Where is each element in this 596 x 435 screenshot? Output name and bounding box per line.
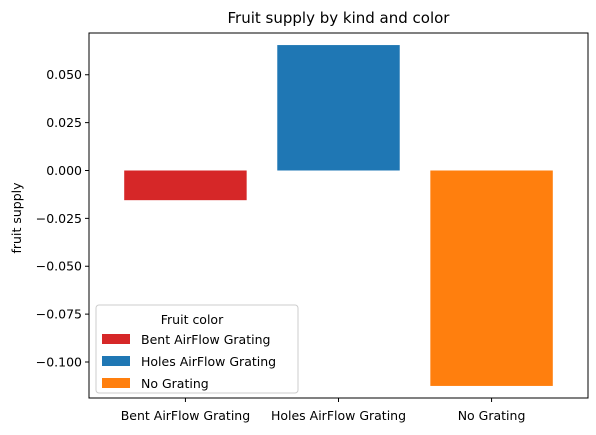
bars-group xyxy=(124,45,553,386)
chart-title: Fruit supply by kind and color xyxy=(228,9,451,27)
bar-3 xyxy=(430,170,553,386)
y-tick-label: 0.000 xyxy=(46,163,82,178)
x-axis: Bent AirFlow Grating Holes AirFlow Gratin… xyxy=(121,398,526,423)
bar-2 xyxy=(277,45,400,171)
legend-swatch xyxy=(102,378,130,388)
y-tick-label: −0.100 xyxy=(36,354,82,369)
plot-frame xyxy=(88,32,589,399)
x-tick-label: Bent AirFlow Grating xyxy=(121,408,250,423)
x-tick-label: Holes AirFlow Grating xyxy=(271,408,406,423)
y-axis-label: fruit supply xyxy=(9,182,24,254)
legend-entry-label: Holes AirFlow Grating xyxy=(141,354,276,369)
bar-1 xyxy=(124,170,247,201)
y-tick-label: 0.025 xyxy=(46,115,82,130)
y-axis: −0.100 −0.075 −0.050 −0.025 0.000 0.025 0.050 xyxy=(36,67,89,369)
legend-box xyxy=(95,304,299,394)
legend-swatch xyxy=(102,356,130,366)
x-tick-label: No Grating xyxy=(458,408,526,423)
y-tick-label: −0.025 xyxy=(36,211,82,226)
legend-swatch xyxy=(102,334,130,344)
legend: Fruit color Bent AirFlow Grating Holes Air… xyxy=(95,304,299,394)
y-tick-label: −0.075 xyxy=(36,307,82,322)
y-tick-label: 0.050 xyxy=(46,67,82,82)
y-tick-label: −0.050 xyxy=(36,259,82,274)
legend-entry-label: Bent AirFlow Grating xyxy=(141,332,270,347)
legend-title: Fruit color xyxy=(161,312,224,327)
legend-entry-label: No Grating xyxy=(141,376,209,391)
